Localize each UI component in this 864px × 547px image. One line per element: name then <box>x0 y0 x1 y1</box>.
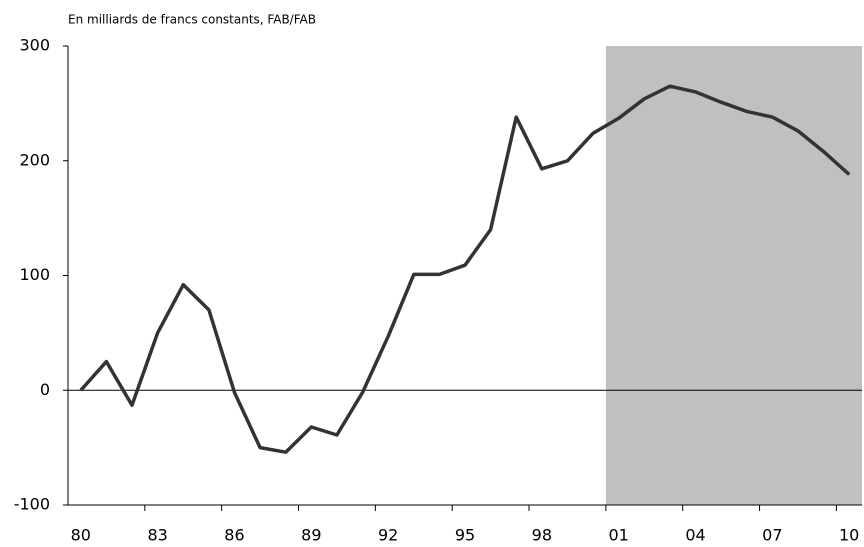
y-tick-label: 0 <box>40 380 50 399</box>
x-tick-label: 95 <box>455 526 475 545</box>
y-tick-label: 300 <box>19 36 50 55</box>
x-tick-label: 10 <box>839 526 859 545</box>
y-tick-label: 100 <box>19 265 50 284</box>
x-tick-label: 04 <box>685 526 705 545</box>
y-tick-label: 200 <box>19 150 50 169</box>
x-tick-label: 80 <box>71 526 91 545</box>
x-tick-label: 83 <box>147 526 167 545</box>
x-tick-label: 07 <box>762 526 782 545</box>
forecast-shade <box>605 46 862 505</box>
chart-title: En milliards de francs constants, FAB/FA… <box>68 13 316 27</box>
x-tick-label: 89 <box>301 526 321 545</box>
x-tick-label: 86 <box>224 526 244 545</box>
data-line <box>79 84 851 454</box>
x-tick-label: 98 <box>532 526 552 545</box>
y-tick-label: -100 <box>14 495 50 514</box>
x-tick-label: 92 <box>378 526 398 545</box>
x-tick-label: 01 <box>608 526 628 545</box>
